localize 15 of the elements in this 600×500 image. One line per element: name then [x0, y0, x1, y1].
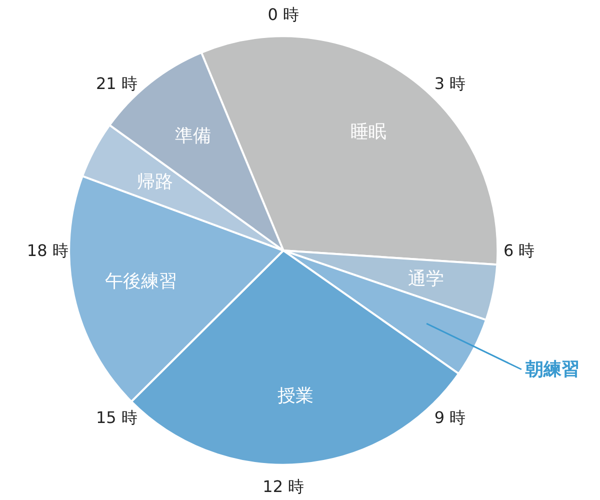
- slice-label: 帰路: [136, 171, 173, 192]
- slice-label: 通学: [408, 268, 444, 290]
- text: 15 時: [96, 408, 138, 427]
- slice-label: 睡眠: [350, 121, 386, 142]
- slice-label: 朝練習: [524, 358, 580, 380]
- text: 12 時: [262, 477, 304, 496]
- text: 6 時: [503, 241, 535, 260]
- text: 0 時: [268, 4, 299, 24]
- slice-label: 授業: [278, 385, 314, 406]
- text: 3 時: [434, 74, 466, 94]
- text: 21 時: [96, 74, 138, 94]
- slice-label: 準備: [174, 126, 211, 147]
- text: 18 時: [26, 241, 68, 260]
- slice-label: 午後練習: [104, 270, 177, 292]
- text: 9 時: [434, 408, 466, 427]
